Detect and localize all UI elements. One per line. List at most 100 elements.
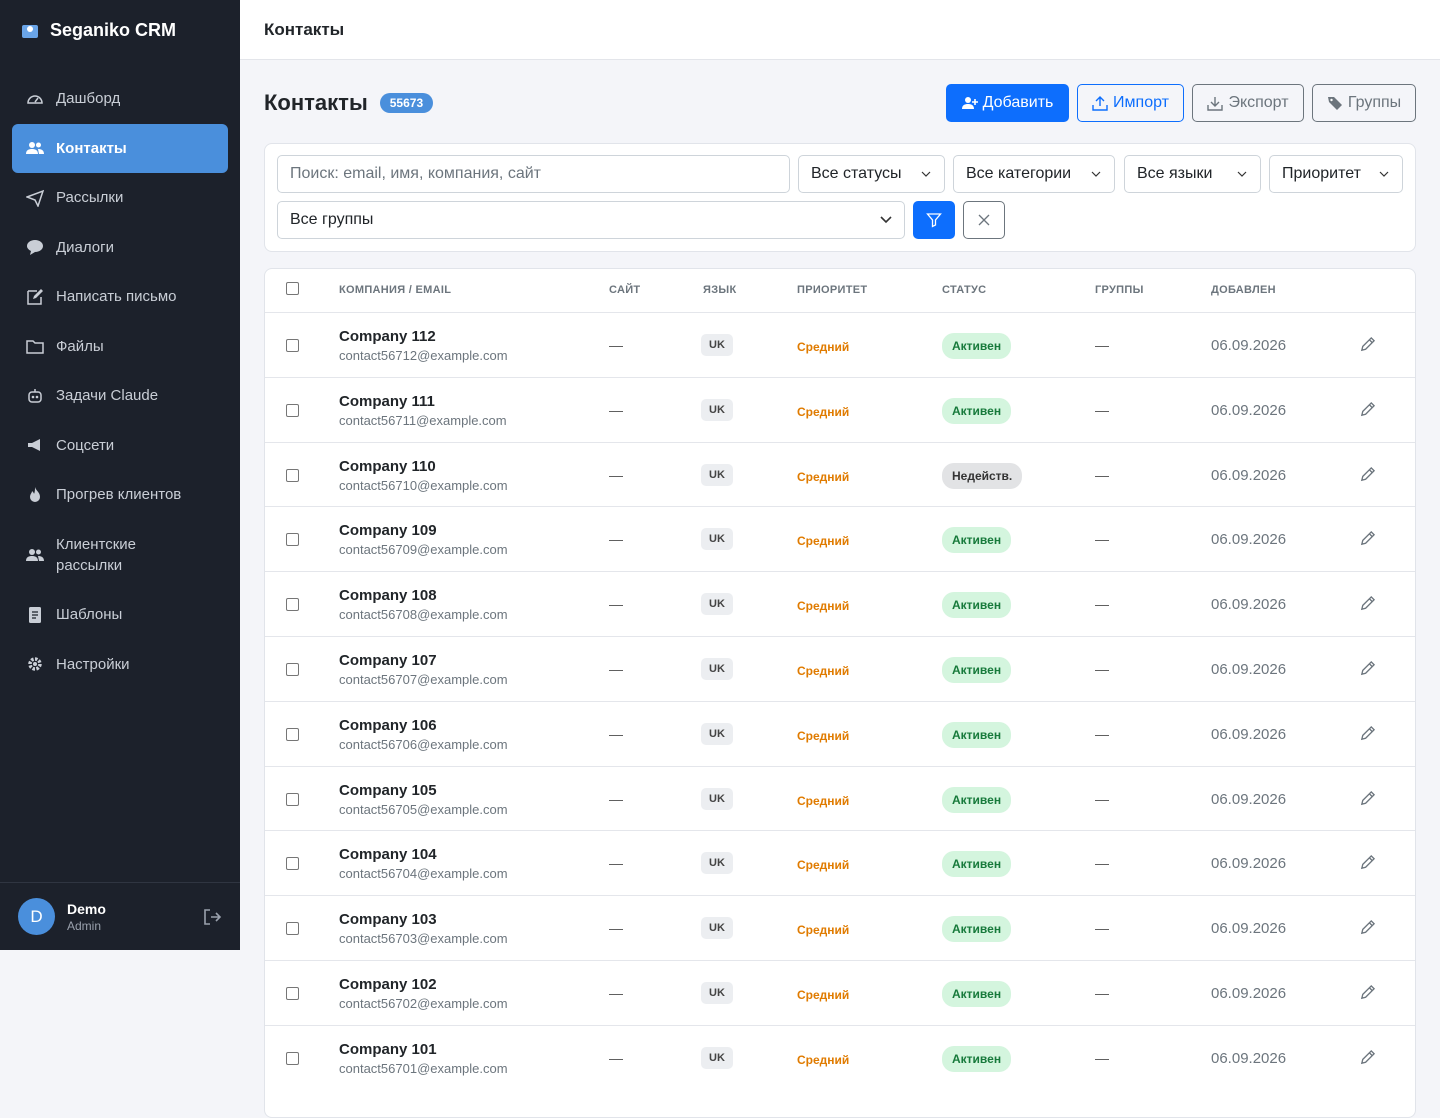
icon xyxy=(1207,97,1224,111)
row-checkbox[interactable] xyxy=(286,987,299,1000)
row-checkbox[interactable] xyxy=(286,727,299,741)
select-all-checkbox[interactable] xyxy=(286,282,299,295)
nav-item[interactable]: Диалоги xyxy=(12,223,228,272)
nav-item[interactable]: Задачи Claude xyxy=(12,371,228,420)
edit-button[interactable] xyxy=(1359,984,1376,1004)
group-select-label: Все группы xyxy=(290,211,374,228)
added-date: 06.09.2026 xyxy=(1211,920,1287,938)
nav-item[interactable]: Шаблоны xyxy=(12,590,228,639)
nav-label: Настройки xyxy=(56,655,130,673)
language-badge: UK xyxy=(701,852,733,875)
export-button[interactable]: Экспорт xyxy=(1192,84,1304,122)
email: contact56708@example.com xyxy=(339,607,508,623)
edit-button[interactable] xyxy=(1359,336,1376,356)
status-badge: Активен xyxy=(942,592,1012,619)
edit-button[interactable] xyxy=(1359,919,1376,939)
nav-item[interactable]: Файлы xyxy=(12,322,228,371)
groups-button[interactable]: Группы xyxy=(1312,84,1416,122)
logout-button[interactable] xyxy=(202,907,222,927)
edit-button[interactable] xyxy=(1359,1049,1376,1069)
priority: Средний xyxy=(797,923,850,938)
nav-item[interactable]: Дашборд xyxy=(12,74,228,123)
site: — xyxy=(609,466,623,483)
email: contact56705@example.com xyxy=(339,801,508,817)
nav-item[interactable]: Настройки xyxy=(12,640,228,689)
import-button[interactable]: Импорт xyxy=(1077,84,1184,122)
row-checkbox[interactable] xyxy=(286,922,299,936)
topbar-title: Контакты xyxy=(264,19,345,39)
row-checkbox[interactable] xyxy=(286,792,299,806)
priority: Средний xyxy=(797,340,850,354)
edit-button[interactable] xyxy=(1359,725,1376,745)
added-date: 06.09.2026 xyxy=(1211,855,1287,873)
company-name: Company 112 xyxy=(339,328,436,345)
row-checkbox[interactable] xyxy=(286,663,299,676)
group-select[interactable]: Все группы xyxy=(277,201,905,239)
language-badge: UK xyxy=(701,722,733,745)
email: contact56704@example.com xyxy=(339,866,508,882)
icon xyxy=(1327,97,1342,110)
email: contact56701@example.com xyxy=(339,1060,508,1076)
company-name: Company 101 xyxy=(339,1040,437,1058)
search-input[interactable]: Поиск: email, имя, компания, сайт xyxy=(277,155,790,193)
add-button[interactable]: Добавить xyxy=(946,84,1069,122)
language-badge: UK xyxy=(701,528,733,551)
filter-select[interactable]: Приоритет xyxy=(1269,155,1403,193)
filter-select[interactable]: Все категории xyxy=(953,155,1115,193)
edit-button[interactable] xyxy=(1359,790,1376,810)
site: — xyxy=(609,531,623,548)
groups: — xyxy=(1095,985,1109,1001)
brand[interactable]: Seganiko CRM xyxy=(20,20,176,41)
groups: — xyxy=(1095,1049,1109,1066)
email: contact56706@example.com xyxy=(339,736,508,752)
nav-item[interactable]: Прогрев клиентов xyxy=(12,470,228,519)
edit-button[interactable] xyxy=(1359,466,1376,486)
added-date: 06.09.2026 xyxy=(1211,725,1287,743)
groups: — xyxy=(1095,531,1109,548)
status-badge: Активен xyxy=(942,981,1012,1007)
added-date: 06.09.2026 xyxy=(1211,790,1287,808)
row-checkbox[interactable] xyxy=(286,403,299,417)
nav-item[interactable]: Рассылки xyxy=(12,173,228,222)
icon xyxy=(978,214,990,226)
clear-button[interactable] xyxy=(963,201,1005,239)
site: — xyxy=(609,725,623,742)
column-header: ДОБАВЛЕН xyxy=(1211,284,1276,296)
filter-button[interactable] xyxy=(913,201,955,239)
row-checkbox[interactable] xyxy=(286,857,299,871)
edit-button[interactable] xyxy=(1359,530,1376,550)
edit-button[interactable] xyxy=(1359,854,1376,874)
priority: Средний xyxy=(797,728,850,743)
edit-button[interactable] xyxy=(1359,595,1376,615)
company-name: Company 108 xyxy=(339,587,437,605)
table-row: Company 107 contact56707@example.com — UK Ср… xyxy=(265,636,1415,701)
priority: Средний xyxy=(797,469,850,484)
email: contact56703@example.com xyxy=(339,931,508,947)
nav-item[interactable]: Написать письмо xyxy=(12,272,228,321)
table-row: Company 112 contact56712@example.com — UK Ср… xyxy=(265,312,1415,377)
row-checkbox[interactable] xyxy=(286,533,299,547)
company-name: Company 105 xyxy=(339,781,437,799)
nav-item[interactable]: Контакты xyxy=(12,123,228,173)
nav-item[interactable]: Соцсети xyxy=(12,421,228,470)
company-name: Company 103 xyxy=(339,911,437,929)
filter-select-label: Все языки xyxy=(1137,165,1213,182)
page-header: Контакты 55673 xyxy=(264,90,434,116)
row-checkbox[interactable] xyxy=(286,598,299,612)
nav-item[interactable]: Клиентские рассылки xyxy=(12,520,228,590)
priority: Средний xyxy=(797,534,850,549)
filter-select[interactable]: Все статусы xyxy=(798,155,945,193)
row-checkbox[interactable] xyxy=(286,1051,299,1065)
priority: Средний xyxy=(797,664,850,678)
filter-select[interactable]: Все языки xyxy=(1124,155,1261,193)
edit-button[interactable] xyxy=(1359,660,1376,680)
email: contact56711@example.com xyxy=(339,412,507,428)
priority: Средний xyxy=(797,858,850,873)
row-checkbox[interactable] xyxy=(286,339,299,352)
priority: Средний xyxy=(797,793,850,808)
icon xyxy=(926,213,942,228)
icon xyxy=(1360,790,1376,805)
site: — xyxy=(609,855,623,872)
row-checkbox[interactable] xyxy=(286,468,299,482)
edit-button[interactable] xyxy=(1359,401,1376,421)
